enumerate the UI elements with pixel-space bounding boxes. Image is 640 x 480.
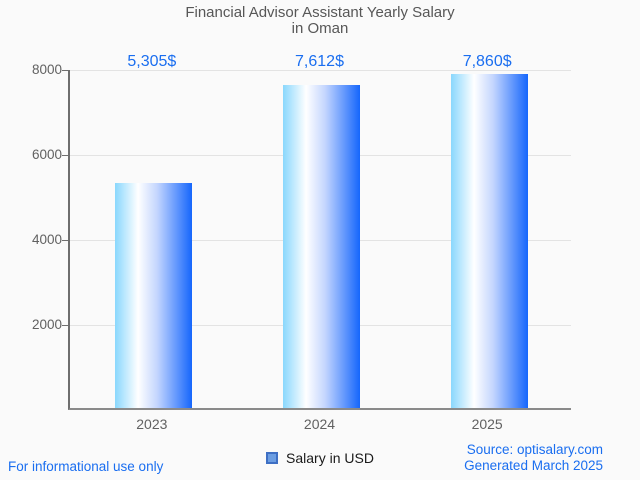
x-axis-label-2023: 2023: [136, 416, 168, 432]
x-axis-label-2025: 2025: [471, 416, 503, 432]
y-axis-label-4000: 4000: [31, 232, 62, 247]
disclaimer-text: For informational use only: [8, 459, 164, 474]
y-axis-tick-8000: [62, 70, 68, 71]
y-axis-tick-4000: [62, 240, 68, 241]
legend-marker-icon: [266, 452, 279, 464]
chart-title-line1: Financial Advisor Assistant Yearly Salar…: [185, 4, 455, 21]
bar-2025[interactable]: [450, 73, 528, 408]
y-axis-tick-6000: [62, 155, 68, 156]
y-axis-tick-2000: [62, 325, 68, 326]
legend-label: Salary in USD: [286, 450, 374, 466]
bar-2023[interactable]: [115, 182, 193, 408]
source-link[interactable]: Source: optisalary.com: [466, 442, 603, 457]
source-info: Source: optisalary.com Generated March 2…: [464, 442, 603, 474]
bar-value-label-2023: 5,305$: [127, 53, 177, 70]
plot-area: [62, 70, 571, 410]
chart-title-line2: in Oman: [291, 20, 349, 37]
chart-title: Financial Advisor Assistant Yearly Salar…: [0, 5, 640, 37]
bar-value-label-2024: 7,612$: [295, 53, 344, 70]
bar-value-label-2025: 7,860$: [462, 53, 512, 70]
x-axis-label-2024: 2024: [303, 416, 336, 432]
y-axis-label-2000: 2000: [31, 317, 62, 332]
gridline-8000: [70, 70, 571, 71]
y-axis-label-8000: 8000: [31, 62, 62, 77]
generated-date: Generated March 2025: [464, 458, 603, 473]
y-axis-label-6000: 6000: [31, 147, 62, 162]
bar-2024[interactable]: [283, 84, 360, 408]
legend[interactable]: Salary in USD: [0, 450, 640, 466]
